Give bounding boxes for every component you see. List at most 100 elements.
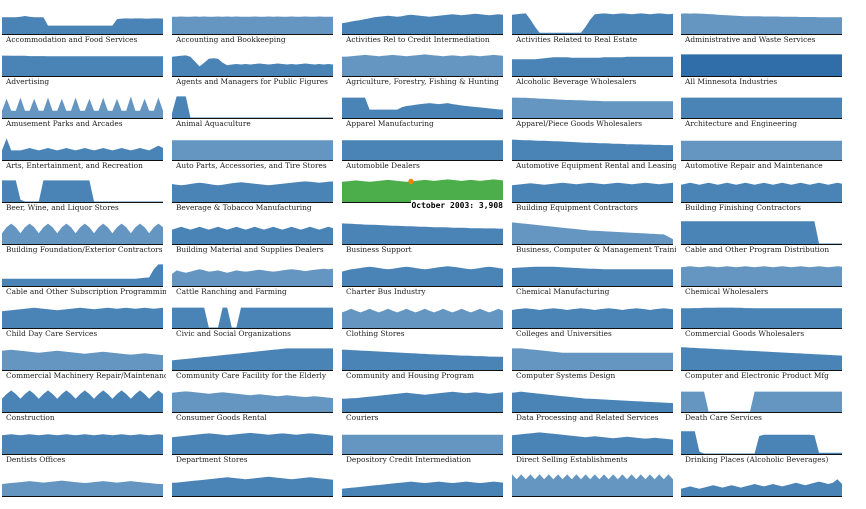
industry-chart-cell[interactable]: Beverage & Tobacco Manufacturing <box>172 174 333 215</box>
industry-chart-cell[interactable]: Arts, Entertainment, and Recreation <box>2 132 163 173</box>
industry-chart-cell[interactable]: Apparel/Piece Goods Wholesalers <box>512 90 673 131</box>
industry-chart-cell[interactable]: Alcoholic Beverage Wholesalers <box>512 48 673 89</box>
area-sparkline <box>342 97 503 119</box>
area-sparkline <box>172 348 333 371</box>
industry-chart-cell[interactable]: Building Equipment Contractors <box>512 174 673 215</box>
industry-chart-cell[interactable]: Direct Selling Establishments <box>512 426 673 467</box>
industry-chart-cell[interactable]: Business, Computer & Management Training <box>512 216 676 257</box>
industry-chart-cell[interactable]: Business Support <box>342 216 503 257</box>
area-path <box>681 266 842 286</box>
industry-chart-cell[interactable]: Chemical Wholesalers <box>681 258 842 299</box>
industry-label: Construction <box>6 413 55 422</box>
area-sparkline <box>342 308 503 329</box>
industry-chart-cell[interactable]: Cable and Other Subscription Programming <box>2 258 166 299</box>
area-path <box>681 13 842 34</box>
industry-label: Community and Housing Program <box>346 371 475 380</box>
area-path <box>342 179 503 202</box>
industry-chart-cell[interactable]: Depository Credit Intermediation <box>342 426 503 467</box>
industry-chart-cell[interactable]: Automotive Equipment Rental and Leasing <box>512 132 676 173</box>
area-sparkline <box>2 434 163 455</box>
industry-chart-cell[interactable]: Automobile Dealers <box>342 132 503 173</box>
industry-chart-cell[interactable]: Commercial Goods Wholesalers <box>681 300 842 341</box>
area-path <box>172 432 333 454</box>
industry-chart-cell[interactable] <box>342 468 503 509</box>
area-sparkline <box>172 181 333 203</box>
industry-chart-cell[interactable]: Building Finishing Contractors <box>681 174 842 215</box>
industry-chart-cell[interactable]: Computer Systems Design <box>512 342 673 383</box>
industry-chart-cell[interactable]: October 2003: 3,908 <box>342 174 503 215</box>
industry-label: Building Finishing Contractors <box>685 203 801 212</box>
industry-chart-cell[interactable]: Computer and Electronic Product Mfg <box>681 342 842 383</box>
industry-chart-cell[interactable]: Accommodation and Food Services <box>2 6 163 47</box>
area-path <box>512 266 673 286</box>
industry-label: Death Care Services <box>685 413 762 422</box>
area-path <box>681 182 842 202</box>
industry-chart-cell[interactable]: Charter Bus Industry <box>342 258 503 299</box>
industry-chart-cell[interactable]: Cable and Other Program Distribution <box>681 216 842 257</box>
industry-chart-cell[interactable]: Couriers <box>342 384 503 425</box>
industry-label: Building Equipment Contractors <box>516 203 638 212</box>
industry-chart-cell[interactable]: Cattle Ranching and Farming <box>172 258 333 299</box>
area-path <box>342 481 503 496</box>
industry-chart-cell[interactable]: All Minnesota Industries <box>681 48 842 89</box>
industry-chart-cell[interactable]: Clothing Stores <box>342 300 503 341</box>
area-sparkline <box>512 56 673 77</box>
industry-chart-cell[interactable] <box>172 468 333 509</box>
industry-chart-cell[interactable]: Agents and Managers for Public Figures <box>172 48 333 89</box>
area-sparkline <box>512 182 673 203</box>
industry-chart-cell[interactable]: Consumer Goods Rental <box>172 384 333 425</box>
industry-chart-cell[interactable]: Construction <box>2 384 163 425</box>
industry-chart-cell[interactable]: Commercial Machinery Repair/Maintenance <box>2 342 166 383</box>
industry-chart-cell[interactable]: Activities Rel to Credit Intermediation <box>342 6 503 47</box>
area-path <box>2 264 163 286</box>
industry-chart-cell[interactable]: Child Day Care Services <box>2 300 163 341</box>
industry-label: Computer Systems Design <box>516 371 616 380</box>
industry-chart-cell[interactable]: Building Foundation/Exterior Contractors <box>2 216 163 257</box>
industry-chart-cell[interactable]: Activities Related to Real Estate <box>512 6 673 47</box>
industry-chart-cell[interactable]: Administrative and Waste Services <box>681 6 842 47</box>
area-sparkline <box>172 16 333 35</box>
industry-label: Auto Parts, Accessories, and Tire Stores <box>176 161 327 170</box>
industry-chart-cell[interactable]: Building Material and Supplies Dealers <box>172 216 333 257</box>
industry-label: Automobile Dealers <box>346 161 420 170</box>
industry-chart-cell[interactable]: Civic and Social Organizations <box>172 300 333 341</box>
industry-chart-cell[interactable]: Chemical Manufacturing <box>512 258 673 299</box>
industry-chart-cell[interactable] <box>681 468 842 509</box>
industry-chart-cell[interactable]: Auto Parts, Accessories, and Tire Stores <box>172 132 333 173</box>
area-path <box>2 434 163 454</box>
industry-chart-cell[interactable]: Architecture and Engineering <box>681 90 842 131</box>
industry-chart-cell[interactable]: Automotive Repair and Maintenance <box>681 132 842 173</box>
industry-chart-cell[interactable]: Animal Aquaculture <box>172 90 333 131</box>
area-path <box>681 431 842 454</box>
industry-chart-cell[interactable]: Agriculture, Forestry, Fishing & Hunting <box>342 48 503 89</box>
area-sparkline <box>512 432 673 455</box>
area-path <box>2 349 163 370</box>
area-path <box>2 55 163 76</box>
industry-chart-cell[interactable]: Drinking Places (Alcoholic Beverages) <box>681 426 842 467</box>
industry-chart-cell[interactable]: Beer, Wine, and Liquor Stores <box>2 174 163 215</box>
industry-chart-cell[interactable]: Data Processing and Related Services <box>512 384 673 425</box>
industry-chart-cell[interactable]: Accounting and Bookkeeping <box>172 6 333 47</box>
area-path <box>2 390 163 412</box>
industry-chart-cell[interactable]: Dentists Offices <box>2 426 163 467</box>
industry-chart-cell[interactable] <box>512 468 673 509</box>
industry-label: Alcoholic Beverage Wholesalers <box>516 77 637 86</box>
industry-chart-cell[interactable]: Department Stores <box>172 426 333 467</box>
area-sparkline <box>172 226 333 245</box>
industry-chart-cell[interactable]: Death Care Services <box>681 384 842 425</box>
industry-chart-cell[interactable]: Community Care Facility for the Elderly <box>172 342 333 383</box>
industry-chart-cell[interactable]: Advertising <box>2 48 163 89</box>
area-path <box>2 307 163 328</box>
industry-label: Department Stores <box>176 455 248 464</box>
area-path <box>172 476 333 496</box>
area-path <box>342 54 503 76</box>
industry-chart-cell[interactable]: Colleges and Universities <box>512 300 673 341</box>
industry-chart-cell[interactable]: Apparel Manufacturing <box>342 90 503 131</box>
industry-chart-cell[interactable]: Community and Housing Program <box>342 342 503 383</box>
area-path <box>512 391 673 412</box>
area-sparkline <box>2 180 163 203</box>
area-sparkline <box>2 138 163 161</box>
industry-label: Data Processing and Related Services <box>516 413 659 422</box>
industry-chart-cell[interactable] <box>2 468 163 509</box>
industry-chart-cell[interactable]: Amusement Parks and Arcades <box>2 90 163 131</box>
